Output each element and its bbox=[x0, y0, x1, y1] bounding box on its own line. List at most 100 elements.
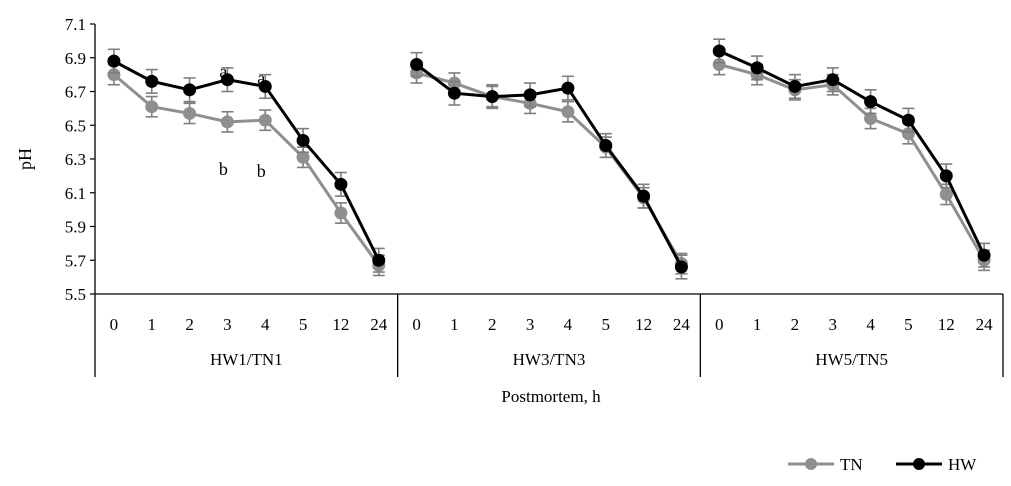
y-tick-label: 5.5 bbox=[65, 285, 86, 304]
data-point-tn bbox=[107, 68, 121, 82]
series-tn-group-1 bbox=[107, 63, 386, 277]
data-point-hw bbox=[939, 169, 953, 183]
legend-label: HW bbox=[948, 455, 977, 474]
group-label: HW3/TN3 bbox=[513, 350, 586, 369]
data-point-tn bbox=[334, 206, 348, 220]
data-point-hw bbox=[447, 86, 461, 100]
significance-label: a bbox=[257, 68, 265, 88]
data-point-tn bbox=[712, 58, 726, 71]
y-tick-label: 6.5 bbox=[65, 116, 86, 135]
series-line-tn bbox=[416, 71, 683, 265]
data-point-hw bbox=[561, 81, 575, 95]
data-point-hw bbox=[107, 54, 121, 68]
data-point-tn bbox=[864, 112, 878, 125]
series-line-hw bbox=[113, 59, 381, 261]
data-point-hw bbox=[334, 177, 348, 191]
x-tick-label: 5 bbox=[904, 315, 913, 334]
x-tick-label: 1 bbox=[450, 315, 459, 334]
y-axis-ticks: 5.5 5.7 5.9 6.1 6.3 6.5 6.7 6.9 7.1 bbox=[65, 15, 95, 304]
axes bbox=[94, 24, 1003, 377]
x-tick-label: 4 bbox=[261, 315, 270, 334]
x-tick-label: 12 bbox=[635, 315, 652, 334]
series-line-tn bbox=[718, 63, 986, 261]
data-point-hw bbox=[901, 113, 915, 127]
x-tick-label: 0 bbox=[412, 315, 421, 334]
data-point-hw bbox=[145, 74, 159, 88]
x-tick-label: 0 bbox=[110, 315, 119, 334]
series-hw-group-3 bbox=[712, 38, 991, 268]
series-hw-group-1 bbox=[107, 48, 386, 273]
x-tick-label: 2 bbox=[185, 315, 194, 334]
group-label: HW5/TN5 bbox=[815, 350, 888, 369]
data-point-hw bbox=[296, 133, 310, 147]
x-tick-label: 12 bbox=[938, 315, 955, 334]
x-tick-label: 12 bbox=[332, 315, 349, 334]
y-tick-label: 5.7 bbox=[65, 251, 87, 270]
x-tick-label: 24 bbox=[370, 315, 388, 334]
legend-item-hw: HW bbox=[896, 455, 977, 474]
x-axis-title: Postmortem, h bbox=[501, 387, 601, 406]
y-tick-label: 6.7 bbox=[65, 83, 87, 102]
data-point-tn bbox=[296, 150, 310, 164]
x-tick-label: 4 bbox=[564, 315, 573, 334]
data-point-tn bbox=[939, 187, 953, 201]
y-tick-label: 5.9 bbox=[65, 218, 86, 237]
data-point-hw bbox=[258, 79, 272, 93]
significance-label: b bbox=[219, 159, 228, 179]
x-tick-label: 24 bbox=[673, 315, 691, 334]
series-hw-group-2 bbox=[410, 51, 688, 280]
data-point-hw bbox=[372, 253, 386, 267]
legend-marker bbox=[913, 458, 925, 470]
data-point-hw bbox=[183, 83, 197, 97]
annotations: a a b b bbox=[219, 61, 266, 181]
legend: TN HW bbox=[788, 455, 977, 474]
significance-label: b bbox=[257, 161, 266, 181]
legend-label: TN bbox=[840, 455, 863, 474]
data-point-tn bbox=[183, 106, 197, 120]
data-point-hw bbox=[485, 90, 499, 104]
y-tick-label: 6.1 bbox=[65, 184, 86, 203]
data-point-tn bbox=[220, 115, 234, 129]
series-tn-group-3 bbox=[712, 53, 991, 272]
data-point-tn bbox=[258, 113, 272, 127]
series-layer bbox=[107, 38, 991, 280]
data-point-hw bbox=[712, 44, 726, 58]
data-point-tn bbox=[901, 127, 915, 141]
x-tick-label: 1 bbox=[753, 315, 762, 334]
legend-item-tn: TN bbox=[788, 455, 863, 474]
x-tick-label: 4 bbox=[866, 315, 875, 334]
x-tick-label: 1 bbox=[148, 315, 157, 334]
data-point-hw bbox=[788, 79, 802, 93]
data-point-hw bbox=[826, 73, 840, 87]
data-point-tn bbox=[145, 100, 159, 114]
y-tick-label: 7.1 bbox=[65, 15, 86, 34]
x-tick-label: 24 bbox=[976, 315, 994, 334]
x-tick-label: 3 bbox=[526, 315, 535, 334]
x-tick-label: 5 bbox=[299, 315, 308, 334]
x-tick-label: 3 bbox=[829, 315, 838, 334]
group-label: HW1/TN1 bbox=[210, 350, 283, 369]
y-axis-title: pH bbox=[15, 148, 35, 170]
significance-label: a bbox=[219, 61, 227, 81]
x-tick-label: 0 bbox=[715, 315, 724, 334]
x-tick-label: 5 bbox=[602, 315, 611, 334]
data-point-tn bbox=[561, 105, 575, 119]
x-tick-label: 3 bbox=[223, 315, 232, 334]
series-line-hw bbox=[718, 49, 986, 256]
data-point-hw bbox=[220, 73, 234, 87]
data-point-hw bbox=[637, 189, 651, 203]
y-tick-label: 6.3 bbox=[65, 150, 86, 169]
data-point-hw bbox=[864, 95, 878, 109]
data-point-hw bbox=[599, 139, 613, 152]
data-point-hw bbox=[674, 260, 688, 274]
data-point-hw bbox=[750, 61, 764, 75]
legend-marker bbox=[805, 458, 817, 470]
data-point-hw bbox=[410, 58, 424, 71]
x-tick-label: 2 bbox=[488, 315, 497, 334]
data-point-hw bbox=[977, 248, 991, 262]
x-tick-label: 2 bbox=[791, 315, 800, 334]
data-point-hw bbox=[523, 88, 537, 102]
y-tick-label: 6.9 bbox=[65, 49, 86, 68]
